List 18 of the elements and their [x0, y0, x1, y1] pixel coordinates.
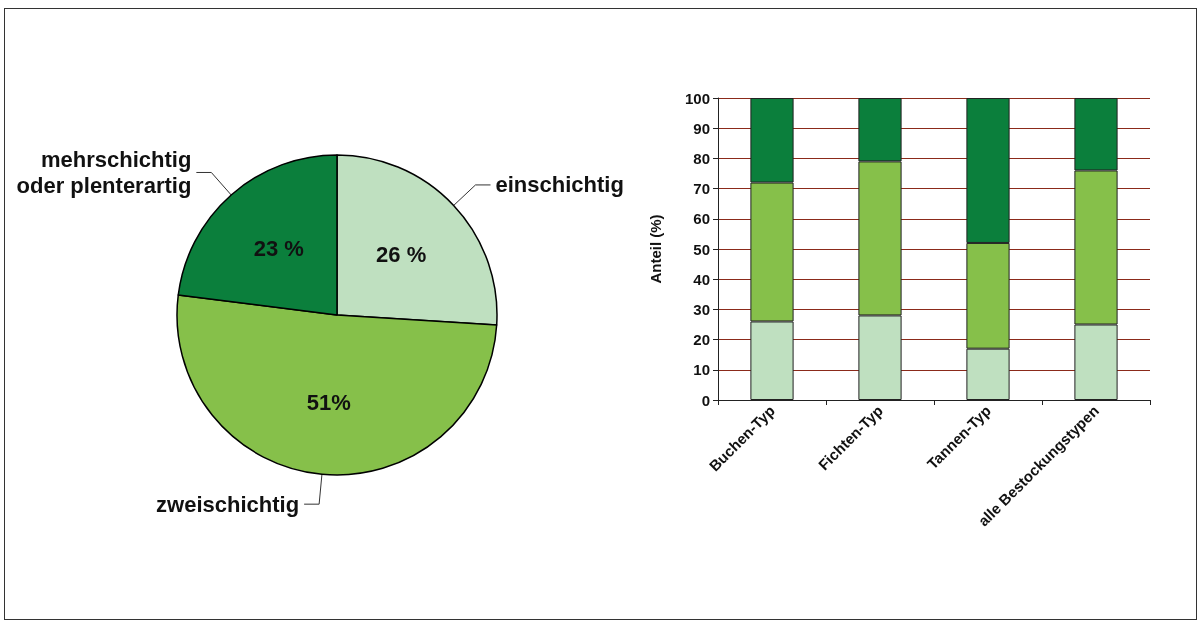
y-tick-label: 30 [693, 300, 710, 318]
y-tick-label: 60 [693, 210, 710, 228]
y-tick-label: 90 [693, 119, 710, 137]
data-label: 51% [306, 390, 351, 416]
y-tick-label: 0 [701, 391, 710, 409]
slice-label: mehrschichtig oder plenterartig [16, 146, 192, 198]
y-tick-label: 100 [684, 89, 710, 107]
data-label: 23 % [253, 236, 304, 262]
y-axis-title: Anteil (%) [647, 214, 664, 284]
y-tick-label: 70 [693, 180, 710, 198]
y-tick-label: 20 [693, 331, 710, 349]
y-tick-label: 50 [693, 240, 710, 258]
data-label: 26 % [376, 242, 427, 268]
slice-label: einschichtig [495, 172, 624, 198]
y-tick-label: 10 [693, 361, 710, 379]
y-tick-label: 40 [693, 270, 710, 288]
y-tick-label: 80 [693, 149, 710, 167]
slice-label: zweischichtig [156, 491, 300, 517]
